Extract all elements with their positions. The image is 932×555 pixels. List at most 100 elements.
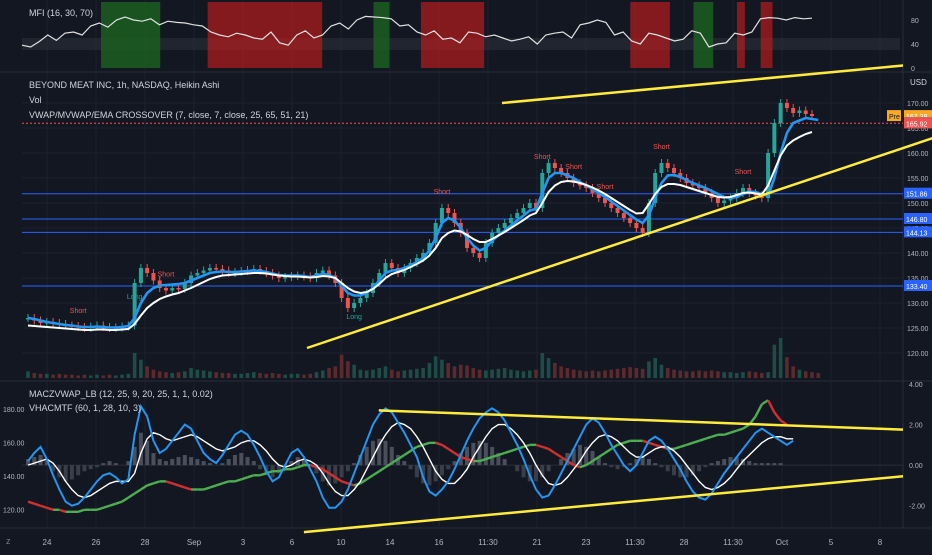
volume-bar <box>346 361 350 378</box>
volume-bar <box>258 373 262 378</box>
oscillator-signal-segment <box>334 476 343 483</box>
volume-bar <box>634 368 639 378</box>
oscillator-left-axis-tick: 140.00 <box>3 474 25 481</box>
oscillator-histogram-bar <box>439 465 444 476</box>
short-signal-label: Short <box>653 144 670 151</box>
x-axis-tick-label: 11:30 <box>478 538 498 547</box>
volume-bar <box>716 371 720 378</box>
volume-bar <box>371 369 375 378</box>
candle-body <box>496 228 501 233</box>
oscillator-histogram-bar <box>276 465 281 474</box>
volume-bar <box>164 372 168 378</box>
oscillator-signal-segment <box>623 439 631 444</box>
macd-indicator-label[interactable]: MACZVWAP_LB (12, 25, 9, 20, 25, 1, 1, 0.… <box>29 389 213 399</box>
x-axis-tick-label: Oct <box>776 538 789 547</box>
oscillator-histogram-bar <box>170 459 175 466</box>
x-axis-tick-label: 26 <box>92 538 101 547</box>
price-axis-badge <box>904 280 932 291</box>
x-axis-tick-label: 3 <box>241 538 246 547</box>
candle-body <box>502 223 507 228</box>
mfi-overbought-zone <box>420 2 485 68</box>
volume-bar <box>553 363 557 378</box>
volume-bar <box>333 366 338 378</box>
volume-bar <box>389 369 394 378</box>
volume-bar <box>295 373 300 378</box>
volume-bar <box>703 371 708 378</box>
volume-bar <box>214 372 218 378</box>
candle-body <box>634 223 639 228</box>
oscillator-signal-segment <box>761 399 769 406</box>
volume-bar <box>195 369 200 378</box>
symbol-title[interactable]: BEYOND MEAT INC, 1h, NASDAQ, Heikin Ashi <box>29 80 220 90</box>
oscillator-signal-segment <box>767 399 776 413</box>
x-axis-tick-label: 11:30 <box>625 538 645 547</box>
oscillator-histogram-bar <box>327 465 332 486</box>
oscillator-signal-segment <box>598 451 606 459</box>
volume-bar <box>251 372 256 378</box>
volume-bar <box>239 373 244 378</box>
oscillator-histogram-bar <box>534 465 539 482</box>
short-signal-label: Short <box>70 308 87 315</box>
volume-bar <box>270 373 275 378</box>
oscillator-histogram-bar <box>151 452 156 466</box>
oscillator-signal-segment <box>441 443 449 450</box>
vol-indicator-label[interactable]: Vol <box>29 95 42 105</box>
oscillator-histogram-bar <box>728 457 733 466</box>
oscillator-signal-segment <box>585 460 594 467</box>
volume-bar <box>477 369 482 378</box>
volume-bar <box>264 373 269 378</box>
mfi-oversold-zone <box>693 2 714 68</box>
oscillator-signal-segment <box>466 457 474 463</box>
oscillator-signal-segment <box>40 504 48 509</box>
candle-body <box>797 110 802 113</box>
vhac-indicator-label[interactable]: VHACMTF (60, 1, 28, 10, 3) <box>29 403 142 413</box>
volume-bar <box>157 371 162 378</box>
oscillator-histogram-bar <box>402 461 407 466</box>
oscillator-right-axis-tick: 4.00 <box>909 382 923 389</box>
candle-body <box>546 163 551 173</box>
volume-bar <box>95 374 99 378</box>
upper-trendline <box>501 64 904 105</box>
candle-body <box>772 123 777 153</box>
oscillator-histogram-bar <box>314 465 319 474</box>
oscillator-histogram-bar <box>471 442 476 466</box>
volume-bar <box>126 373 131 378</box>
settings-z-icon[interactable]: ᴢ <box>6 536 11 546</box>
volume-bar <box>785 357 789 378</box>
volume-bar <box>440 359 444 378</box>
oscillator-left-axis-tick: 120.00 <box>3 507 25 514</box>
oscillator-histogram-bar <box>496 452 501 466</box>
oscillator-histogram-bar <box>207 463 212 466</box>
vwap-indicator-label[interactable]: VWAP/MVWAP/EMA CROSSOVER (7, close, 7, c… <box>29 110 309 120</box>
oscillator-right-axis-tick: 0.00 <box>909 463 923 470</box>
volume-bar <box>596 371 601 378</box>
volume-bar <box>816 373 821 378</box>
volume-bar <box>145 366 149 378</box>
oscillator-signal-segment <box>391 458 399 465</box>
oscillator-signal-segment <box>165 480 173 485</box>
mfi-indicator-label[interactable]: MFI (16, 30, 70) <box>29 8 94 18</box>
volume-bar <box>70 374 74 378</box>
volume-bar <box>697 370 701 378</box>
oscillator-histogram-bar <box>113 463 118 466</box>
oscillator-signal-segment <box>523 443 531 449</box>
candle-body <box>182 283 187 289</box>
oscillator-histogram-bar <box>258 465 263 470</box>
oscillator-signal-segment <box>184 486 192 491</box>
volume-bar <box>101 375 106 378</box>
oscillator-histogram-bar <box>289 461 294 466</box>
oscillator-signal-segment <box>705 435 713 440</box>
volume-bar <box>622 368 626 378</box>
oscillator-upper-trendline <box>378 409 904 431</box>
volume-bar <box>603 370 607 378</box>
price-axis-badge <box>904 213 932 224</box>
volume-bar <box>515 370 520 378</box>
premarket-badge <box>887 110 901 122</box>
x-axis-tick-label: 21 <box>533 538 542 547</box>
candle-body <box>621 213 626 218</box>
price-axis-tick: 125.00 <box>907 326 929 333</box>
oscillator-signal-segment <box>140 484 148 491</box>
volume-bar <box>452 366 457 378</box>
candle-body <box>389 263 394 268</box>
